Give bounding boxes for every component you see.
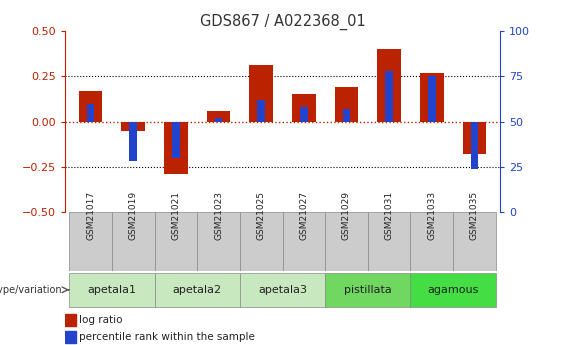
Bar [410,212,453,271]
Text: GSM21029: GSM21029 [342,191,351,240]
Text: GSM21023: GSM21023 [214,191,223,240]
Text: log ratio: log ratio [79,315,123,325]
Bar [385,71,393,122]
Bar [240,273,325,307]
Bar [300,107,308,122]
Bar [282,212,325,271]
Bar [368,212,410,271]
Text: GSM21025: GSM21025 [257,191,266,240]
Bar [471,122,478,169]
Text: GSM21035: GSM21035 [470,191,479,240]
Bar [155,212,197,271]
Bar [112,212,155,271]
Text: genotype/variation: genotype/variation [0,285,62,295]
Title: GDS867 / A022368_01: GDS867 / A022368_01 [199,13,366,30]
Bar [87,104,94,122]
Text: apetala1: apetala1 [88,285,136,295]
Text: apetala3: apetala3 [258,285,307,295]
Text: GSM21017: GSM21017 [86,191,95,240]
Bar [249,66,273,122]
Bar [453,212,496,271]
Bar [69,273,155,307]
Bar [65,314,76,326]
Bar [410,273,496,307]
Text: apetala2: apetala2 [173,285,221,295]
Bar [65,331,76,343]
Bar [121,122,145,131]
Bar [428,76,436,122]
Bar [420,73,444,122]
Bar [334,87,358,122]
Bar [257,100,265,122]
Text: agamous: agamous [427,285,479,295]
Bar [129,122,137,161]
Bar [377,49,401,122]
Text: percentile rank within the sample: percentile rank within the sample [79,333,255,342]
Bar [155,273,240,307]
Bar [79,91,102,122]
Text: pistillata: pistillata [344,285,392,295]
Text: GSM21021: GSM21021 [171,191,180,240]
Bar [292,95,316,122]
Bar [240,212,282,271]
Bar [197,212,240,271]
Text: GSM21027: GSM21027 [299,191,308,240]
Bar [69,212,112,271]
Bar [207,111,231,122]
Bar [215,118,223,122]
Text: GSM21031: GSM21031 [385,191,394,240]
Bar [164,122,188,174]
Bar [325,273,410,307]
Bar [325,212,368,271]
Bar [463,122,486,154]
Bar [342,109,350,122]
Text: GSM21033: GSM21033 [427,191,436,240]
Bar [172,122,180,158]
Text: GSM21019: GSM21019 [129,191,138,240]
